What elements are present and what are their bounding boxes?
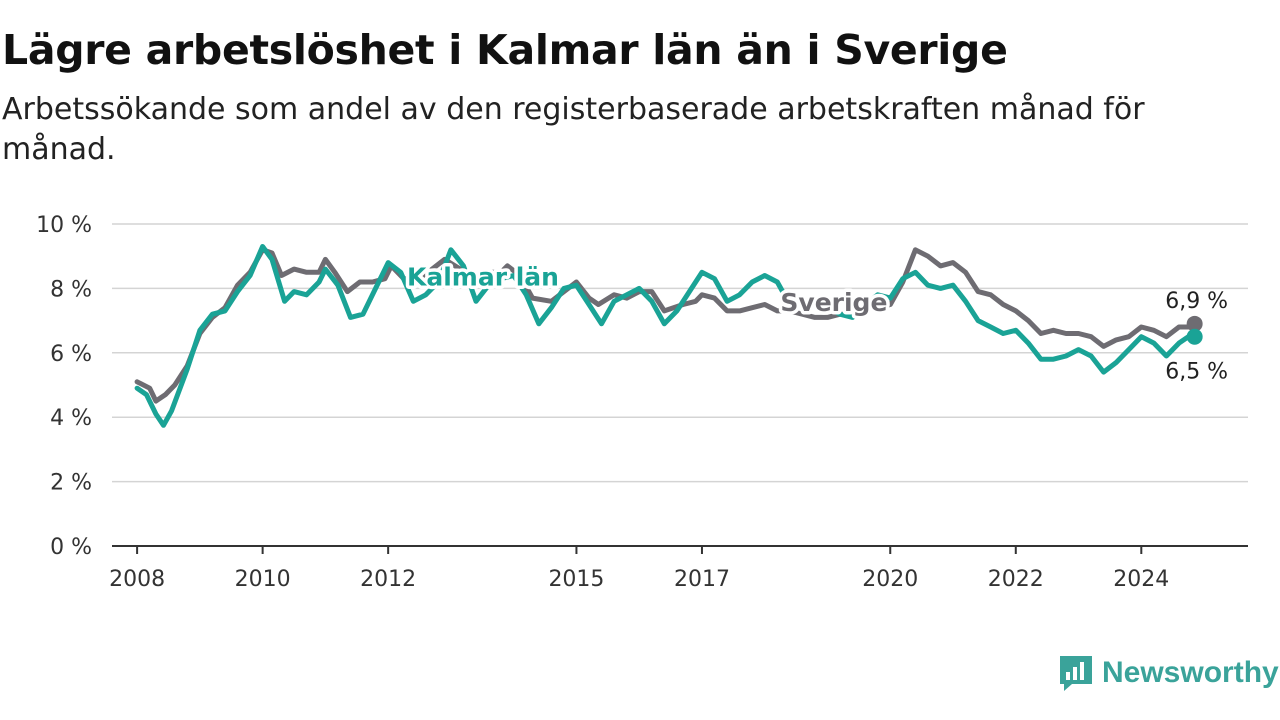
- series-lines: [134, 244, 1203, 428]
- x-tick-label: 2020: [862, 567, 918, 592]
- x-tick-label: 2024: [1113, 567, 1169, 592]
- y-tick-label: 0 %: [50, 535, 92, 560]
- series-labels: Sverige Kalmar län 6,9 % 6,5 %: [403, 259, 1228, 385]
- x-tick-label: 2017: [674, 567, 730, 592]
- chart-subtitle: Arbetssökande som andel av den registerb…: [2, 92, 1145, 167]
- y-axis-ticks: 0 % 2 % 4 % 6 % 8 % 10 %: [36, 213, 92, 560]
- x-tick-label: 2008: [109, 567, 165, 592]
- series-end-point: [1186, 315, 1203, 332]
- brand-logo: Newsworthy: [1058, 654, 1279, 692]
- series-end-value-label: 6,5 %: [1165, 360, 1228, 385]
- y-tick-label: 2 %: [50, 471, 92, 496]
- series-line: [134, 244, 1198, 428]
- grid-lines: [112, 223, 1248, 483]
- line-chart: 0 % 2 % 4 % 6 % 8 % 10 % 2008 2010 2012 2015 2017…: [36, 213, 1248, 592]
- series-end-value-label: 6,9 %: [1165, 289, 1228, 314]
- series-line: [134, 247, 1198, 404]
- brand-name: Newsworthy: [1102, 656, 1279, 689]
- newsworthy-logo-icon: [1060, 656, 1092, 691]
- series-end-point: [1186, 328, 1203, 345]
- y-tick-label: 6 %: [50, 342, 92, 367]
- x-tick-label: 2010: [235, 567, 291, 592]
- series-name-label: Kalmar län: [407, 262, 559, 291]
- y-tick-label: 4 %: [50, 406, 92, 431]
- series-name-label: Sverige: [780, 288, 887, 317]
- x-tick-label: 2012: [360, 567, 416, 592]
- y-tick-label: 10 %: [36, 213, 92, 238]
- x-tick-label: 2015: [548, 567, 604, 592]
- chart-title: Lägre arbetslöshet i Kalmar län än i Sve…: [2, 26, 1008, 74]
- x-axis: 2008 2010 2012 2015 2017 2020 2022 2024: [109, 545, 1248, 592]
- y-tick-label: 8 %: [50, 277, 92, 302]
- x-tick-label: 2022: [988, 567, 1044, 592]
